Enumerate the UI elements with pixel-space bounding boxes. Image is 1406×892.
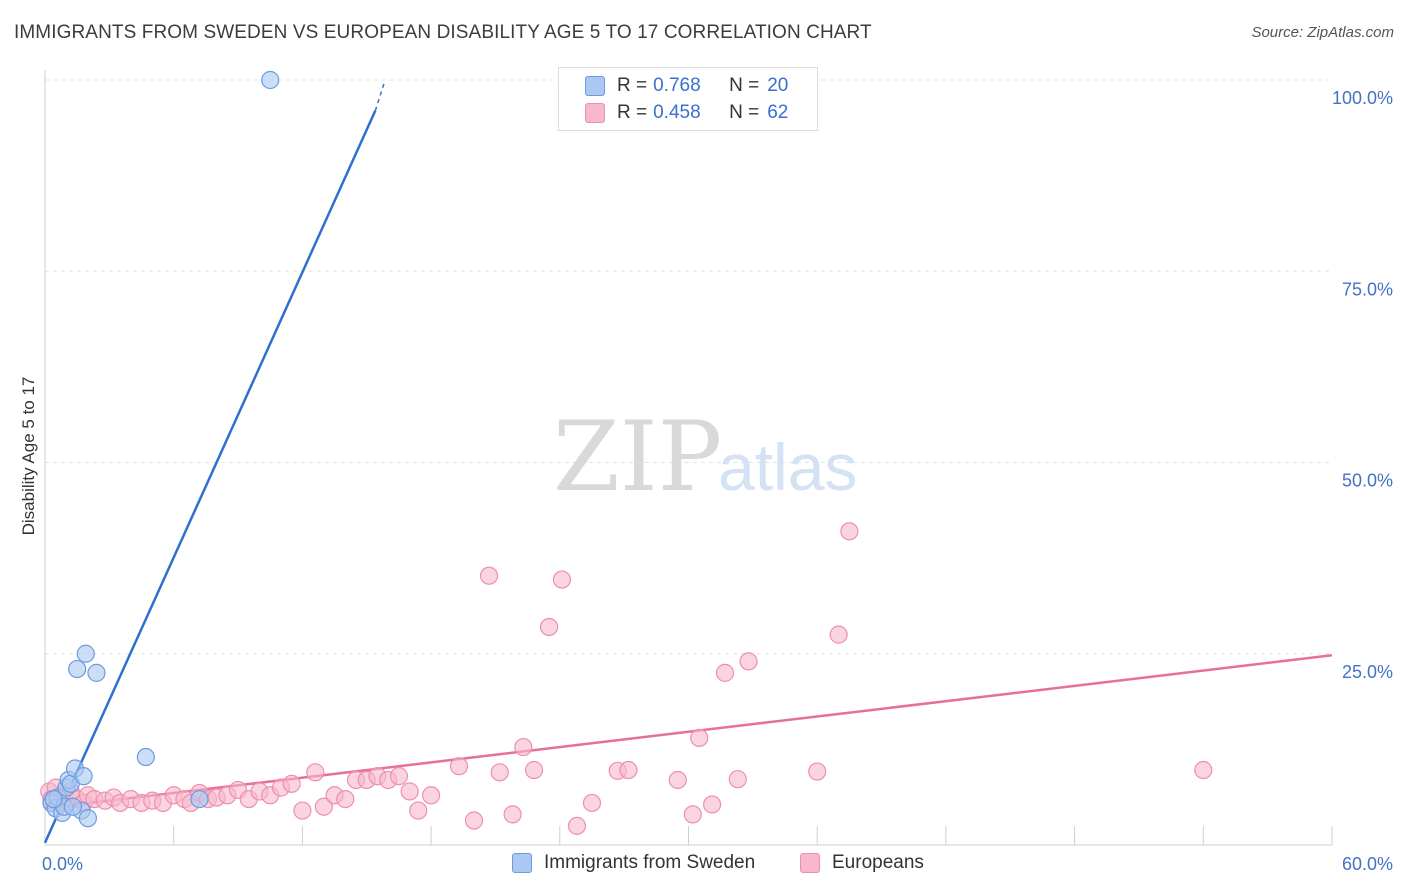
y-axis-tick-labels: 25.0% 50.0% 75.0% 100.0% (1332, 88, 1393, 682)
data-point-sweden (63, 797, 82, 816)
data-point-europeans (739, 652, 758, 671)
data-point-sweden (136, 747, 155, 767)
data-point-europeans (389, 767, 409, 786)
legend-n-label: N = (729, 75, 760, 96)
data-point-europeans (479, 566, 499, 585)
legend-n-value: 20 (767, 75, 789, 96)
data-point-sweden (74, 767, 93, 786)
y-tick-label: 50.0% (1342, 471, 1393, 491)
data-point-europeans (668, 770, 687, 790)
series-legend-label-europeans: Europeans (832, 852, 924, 873)
legend-r-label: R = (617, 75, 648, 96)
data-point-europeans (808, 762, 827, 781)
data-point-europeans (293, 801, 312, 820)
series-sweden-points (42, 70, 280, 828)
data-point-europeans (282, 774, 301, 793)
x-axis-ticks (173, 826, 1333, 845)
x-tick-label-min: 0.0% (42, 854, 83, 874)
y-tick-label: 100.0% (1332, 88, 1393, 108)
data-point-europeans (567, 816, 587, 835)
data-point-europeans (400, 782, 419, 801)
data-point-europeans (715, 663, 735, 682)
series-legend: Immigrants from Sweden Europeans (0, 852, 1406, 878)
legend-row-europeans: R = 0.458 N = 62 (585, 100, 788, 126)
legend-r-value: 0.458 (653, 102, 701, 123)
legend-row-sweden: R = 0.768 N = 20 (585, 73, 788, 99)
data-point-europeans (1194, 760, 1213, 780)
legend-swatch-sweden (585, 76, 605, 96)
data-point-europeans (314, 797, 333, 816)
data-point-europeans (690, 728, 709, 748)
data-point-sweden (44, 789, 63, 809)
data-point-europeans (409, 801, 428, 820)
data-point-europeans (552, 570, 572, 589)
data-point-europeans (490, 763, 509, 782)
y-tick-label: 75.0% (1342, 279, 1393, 299)
chart-source: Source: ZipAtlas.com (1251, 24, 1394, 41)
data-point-europeans (619, 760, 638, 780)
data-point-sweden (68, 659, 87, 679)
data-point-europeans (840, 522, 859, 541)
data-point-sweden (76, 644, 95, 663)
series-legend-europeans: Europeans (800, 852, 924, 874)
x-tick-label-max: 60.0% (1342, 854, 1393, 874)
data-point-europeans (422, 786, 441, 805)
data-point-europeans (539, 617, 559, 637)
data-point-europeans (582, 793, 602, 813)
gridlines (45, 79, 1332, 655)
y-axis-label: Disability Age 5 to 17 (19, 377, 38, 536)
data-point-sweden (78, 809, 98, 828)
data-point-europeans (829, 625, 848, 644)
correlation-legend: R = 0.768 N = 20 R = 0.458 N = 62 (558, 67, 818, 131)
data-point-europeans (336, 789, 355, 809)
trend-line-sweden-extension (374, 83, 385, 111)
watermark-atlas: atlas (718, 430, 857, 504)
legend-r-label: R = (617, 102, 648, 123)
data-point-europeans (503, 805, 522, 824)
series-legend-swatch-sweden (512, 853, 532, 873)
trend-line-sweden (43, 110, 377, 844)
y-tick-label: 25.0% (1342, 662, 1393, 682)
data-point-europeans (514, 737, 533, 757)
data-point-sweden (190, 789, 209, 809)
series-legend-sweden: Immigrants from Sweden (512, 852, 755, 874)
legend-r-value: 0.768 (653, 75, 701, 96)
series-legend-swatch-europeans (800, 853, 820, 873)
watermark-zip: ZIP (553, 401, 722, 513)
data-point-sweden (261, 70, 280, 90)
x-axis-tick-labels: 0.0% 60.0% (42, 854, 1393, 874)
chart-title: IMMIGRANTS FROM SWEDEN VS EUROPEAN DISAB… (14, 22, 872, 43)
data-point-europeans (683, 805, 702, 824)
series-europeans-points (40, 522, 1213, 835)
legend-swatch-europeans (585, 103, 605, 123)
data-point-europeans (306, 763, 325, 782)
data-point-europeans (464, 811, 484, 830)
data-point-europeans (449, 757, 469, 776)
data-point-europeans (728, 770, 747, 789)
legend-n-label: N = (729, 102, 760, 123)
series-legend-label-sweden: Immigrants from Sweden (544, 852, 756, 873)
data-point-sweden (87, 663, 106, 682)
data-point-europeans (524, 760, 544, 780)
legend-n-value: 62 (767, 102, 789, 123)
data-point-europeans (702, 795, 722, 814)
